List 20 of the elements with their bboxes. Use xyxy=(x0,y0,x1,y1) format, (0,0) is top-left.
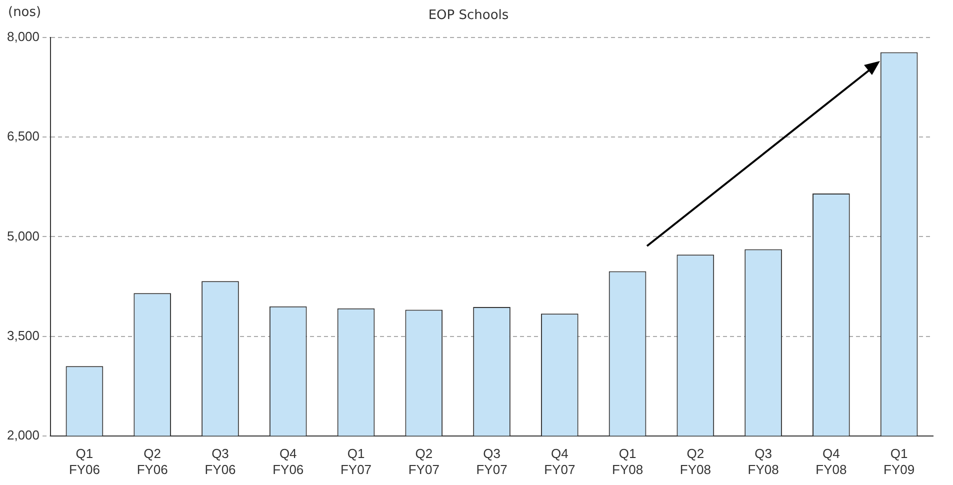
x-tick-label: Q4 FY07 xyxy=(544,446,576,477)
chart-title: EOP Schools xyxy=(428,8,509,24)
y-tick-label: 3,500 xyxy=(6,328,40,343)
y-tick-label: 2,000 xyxy=(6,427,40,442)
y-axis-title: (nos) xyxy=(8,4,42,20)
x-tick-label: Q1 FY07 xyxy=(340,446,372,477)
y-tick-label: 8,000 xyxy=(6,29,40,44)
x-tick-label: Q4 FY08 xyxy=(816,446,847,477)
y-tick-label: 5,000 xyxy=(6,228,40,244)
x-tick-label: Q2 FY07 xyxy=(408,446,440,477)
x-tick-label: Q2 FY08 xyxy=(680,446,711,477)
x-tick-label: Q1 FY09 xyxy=(884,446,915,477)
x-tick-label: Q3 FY07 xyxy=(476,446,508,477)
x-tick-label: Q4 FY06 xyxy=(272,446,304,477)
x-tick-label: Q1 FY08 xyxy=(612,446,644,477)
x-tick-label: Q2 FY06 xyxy=(136,446,168,477)
y-tick-label: 6,500 xyxy=(6,128,40,144)
x-tick-label: Q3 FY06 xyxy=(204,446,236,477)
x-tick-label: Q1 FY06 xyxy=(68,446,100,477)
x-tick-label: Q3 FY08 xyxy=(748,446,779,477)
